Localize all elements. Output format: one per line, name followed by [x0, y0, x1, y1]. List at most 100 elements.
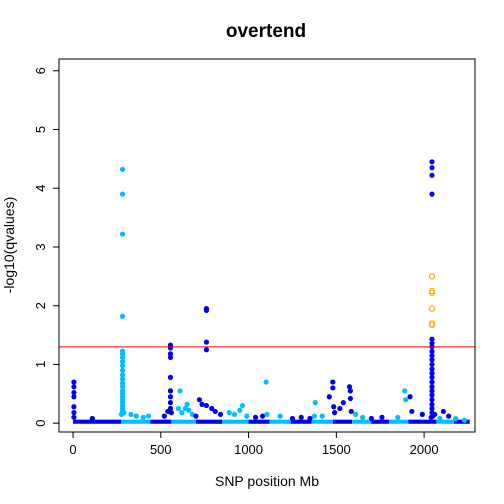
chromosome-band-16	[436, 419, 454, 424]
chromosome-bands	[73, 419, 470, 424]
snp-point	[118, 411, 124, 417]
snp-point	[179, 410, 185, 416]
y-tick-label: 5	[33, 126, 48, 133]
y-tick-label: 3	[33, 243, 48, 250]
snp-point	[193, 413, 199, 419]
snp-point	[212, 408, 218, 415]
snp-point	[128, 411, 134, 417]
snp-point	[298, 414, 304, 420]
snp-point	[209, 405, 215, 412]
snp-point	[429, 353, 435, 359]
hollow-snp-point	[428, 320, 436, 327]
snp-point	[429, 370, 435, 376]
snp-point	[175, 405, 181, 412]
snp-point	[231, 411, 238, 417]
snp-point	[429, 379, 435, 385]
x-tick-label: 500	[150, 442, 172, 457]
chromosome-band-13	[371, 419, 389, 424]
snp-point	[429, 405, 435, 412]
snp-point	[446, 413, 452, 419]
chromosome-band-2	[121, 419, 151, 424]
snp-point	[167, 388, 174, 394]
hollow-points	[428, 273, 436, 329]
snp-point	[119, 372, 126, 378]
snp-point	[331, 410, 338, 416]
snp-point	[71, 384, 77, 390]
snp-point	[119, 354, 126, 360]
snp-point	[402, 388, 408, 394]
snp-point	[252, 414, 259, 420]
chromosome-band-17	[453, 419, 470, 424]
snp-point	[264, 411, 270, 417]
snp-point	[429, 397, 435, 403]
hollow-snp-point	[428, 305, 436, 312]
snp-point	[429, 357, 435, 363]
snp-point	[437, 415, 443, 422]
snp-point	[307, 415, 313, 422]
snp-point	[429, 401, 435, 407]
chromosome-band-7	[248, 419, 270, 424]
snp-point	[203, 339, 210, 345]
y-tick-label: 2	[33, 302, 48, 309]
snp-point	[453, 415, 459, 422]
snp-point	[199, 401, 205, 407]
snp-point	[119, 231, 126, 237]
snp-point	[330, 379, 336, 385]
snp-point	[217, 411, 224, 417]
snp-point	[119, 384, 126, 390]
snp-point	[119, 358, 126, 365]
snp-point	[186, 407, 192, 413]
snp-point	[429, 172, 435, 178]
snp-point	[263, 379, 269, 385]
snp-point	[311, 413, 317, 419]
snp-point	[239, 402, 246, 409]
snp-point	[429, 191, 435, 197]
snp-point	[119, 367, 126, 373]
snp-point	[429, 374, 435, 380]
snp-point	[165, 408, 171, 415]
snp-point	[429, 384, 435, 390]
snp-point	[407, 394, 413, 400]
chromosome-band-12	[352, 419, 372, 424]
data-points	[71, 159, 468, 423]
snp-point	[71, 410, 77, 416]
snp-point	[368, 415, 375, 422]
y-axis: 0 1 2 3 4 5 6	[33, 67, 60, 427]
x-tick-label: 0	[69, 442, 76, 457]
snp-point	[395, 414, 401, 420]
snp-point	[71, 379, 77, 385]
hollow-snp-point	[428, 287, 436, 295]
snp-point	[429, 392, 435, 398]
snp-point	[429, 388, 435, 394]
snp-point	[409, 408, 415, 415]
snp-point	[133, 413, 139, 419]
chart-title: overtend	[226, 21, 306, 42]
snp-point	[312, 400, 318, 406]
snp-point	[429, 159, 435, 165]
snp-point	[340, 400, 346, 406]
x-axis: 0 500 1000 1500 2000	[69, 431, 439, 457]
snp-point	[140, 414, 146, 420]
snp-point	[237, 407, 243, 413]
chromosome-band-8	[269, 419, 291, 424]
snp-point	[379, 414, 385, 420]
snp-point	[226, 410, 232, 416]
chromosome-band-10	[311, 419, 333, 424]
snp-point	[203, 347, 210, 353]
snp-point	[360, 414, 366, 420]
snp-point	[167, 400, 174, 406]
y-tick-label: 1	[33, 361, 48, 368]
snp-point	[429, 165, 435, 171]
snp-point	[353, 411, 359, 417]
y-tick-label: 4	[33, 185, 48, 192]
snp-point	[429, 361, 435, 368]
snp-point	[429, 366, 435, 372]
snp-point	[167, 345, 174, 351]
chromosome-band-1	[73, 419, 122, 424]
chromosome-band-3	[150, 419, 172, 424]
hollow-snp-point	[428, 321, 436, 329]
snp-point	[289, 415, 296, 422]
chromosome-band-6	[222, 419, 249, 424]
y-tick-label: 0	[33, 420, 48, 427]
snp-point	[184, 401, 190, 407]
